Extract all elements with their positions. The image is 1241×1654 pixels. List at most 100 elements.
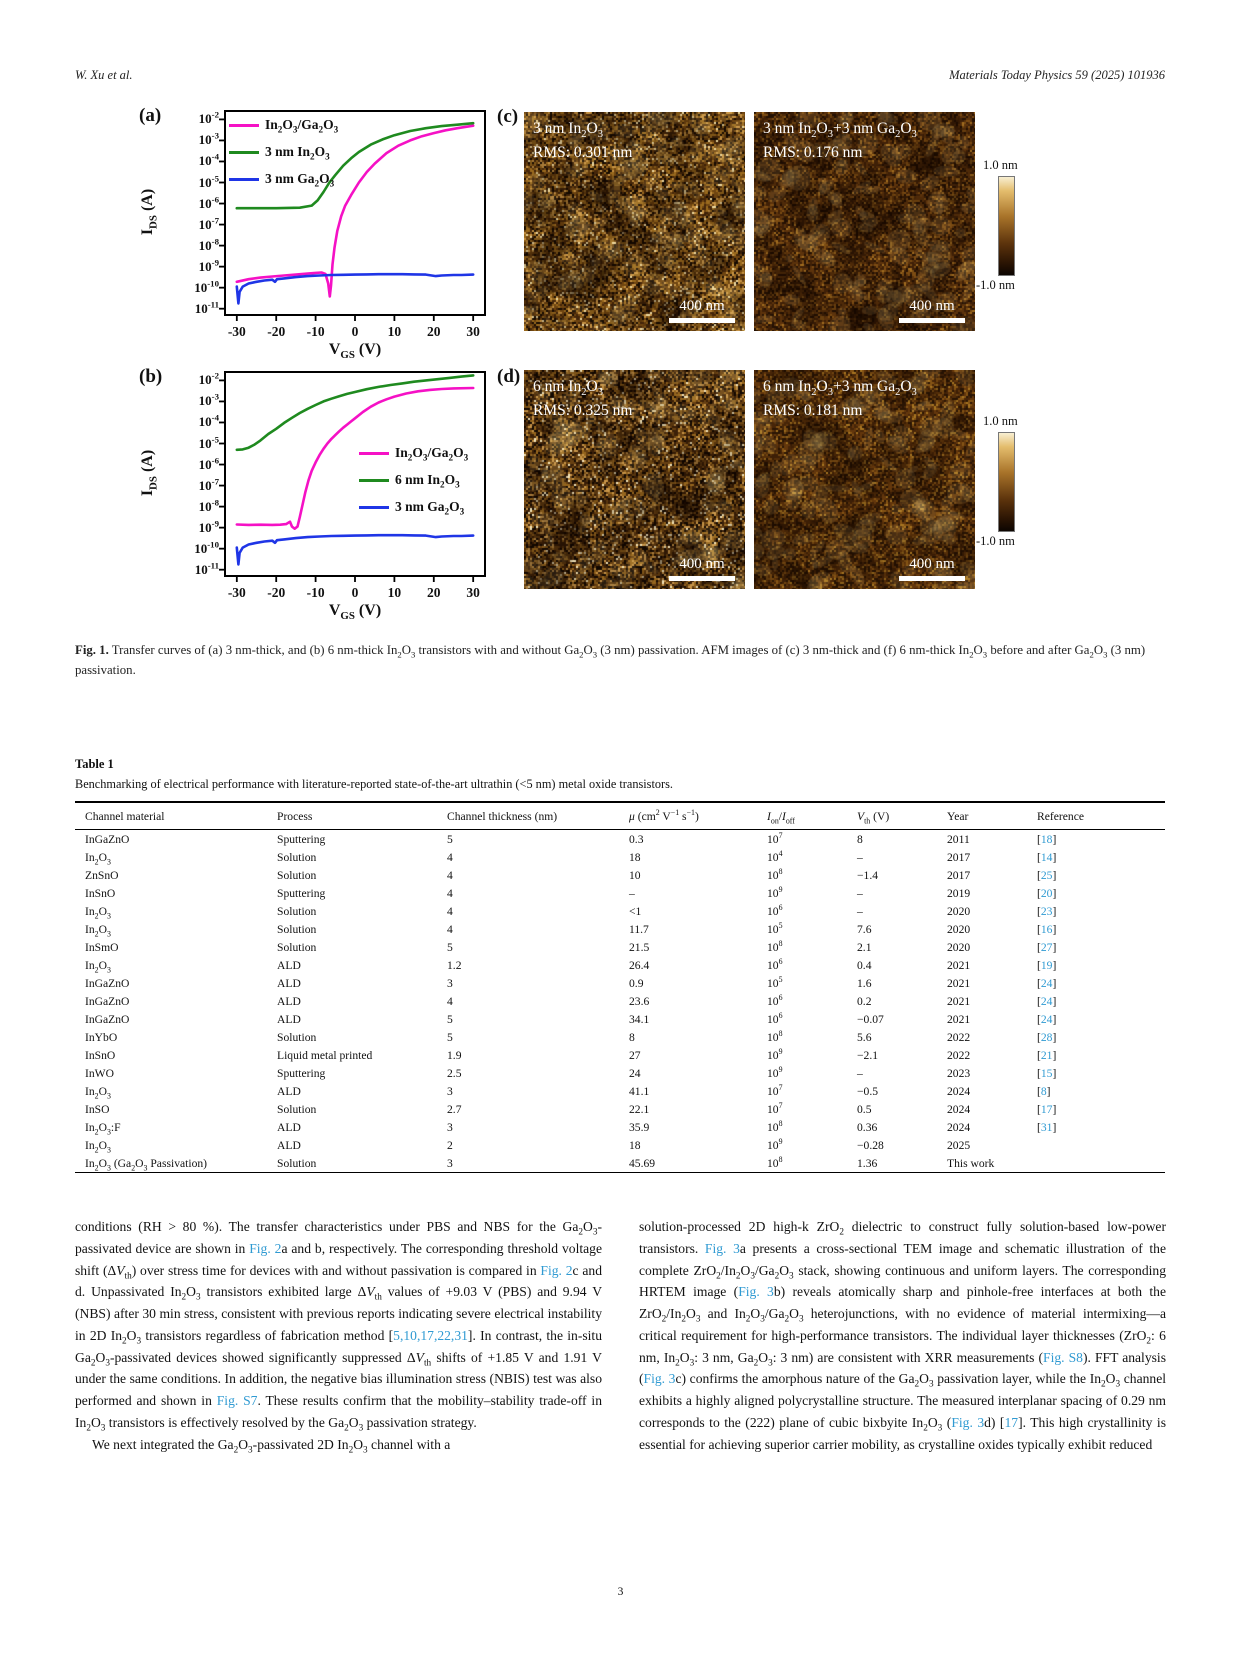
reference-link[interactable]: 18 [1040, 832, 1053, 846]
table-cell: 1.9 [447, 1048, 462, 1062]
table-cell: 2.7 [447, 1102, 462, 1116]
y-tick-label: 10-10 [194, 539, 219, 556]
table-cell: [24] [1037, 1012, 1057, 1026]
reference-link[interactable]: 8 [1040, 1084, 1047, 1098]
table-row: InWO Sputtering 2.5 24 109 – 2023 [15] [75, 1064, 1165, 1082]
table-cell: Solution [277, 868, 317, 882]
table-cell: [23] [1037, 904, 1057, 918]
reference-link[interactable]: 14 [1040, 850, 1053, 864]
table-cell: InWO [85, 1066, 114, 1080]
afm-scalebar: 400 nm [669, 556, 735, 581]
citation-link[interactable]: Fig. 3 [951, 1414, 985, 1430]
afm-image-caption: 6 nm In2O3+3 nm Ga2O3 RMS: 0.181 nm [763, 378, 917, 420]
body-text: . These results confirm that the mobilit… [75, 1393, 602, 1433]
table-cell: 2 [447, 1138, 453, 1152]
afm-colorbar-max: 1.0 nm [983, 414, 1018, 428]
table1-caption: Benchmarking of electrical performance w… [75, 777, 673, 791]
y-tick-label: 10-10 [194, 278, 219, 295]
y-tick-label: 10-9 [198, 518, 219, 535]
figure1-caption: Fig. 1. Transfer curves of (a) 3 nm-thic… [75, 641, 1167, 681]
citation-link[interactable]: Fig. 3 [643, 1371, 676, 1387]
table-cell: 2024 [947, 1102, 971, 1116]
afm-image: 6 nm In2O3 RMS: 0.325 nm 400 nm [524, 370, 745, 589]
afm-scalebar: 400 nm [899, 556, 965, 581]
citation-link[interactable]: 17 [1004, 1414, 1019, 1430]
reference-link[interactable]: 21 [1040, 1048, 1053, 1062]
table-cell: 2020 [947, 940, 971, 954]
table-cell: – [857, 904, 863, 918]
table-cell: In2O3:F [85, 1120, 121, 1136]
afm-scalebar-label: 400 nm [909, 556, 955, 572]
table-cell: 26.4 [629, 958, 650, 972]
table-cell: 108 [767, 1154, 783, 1170]
reference-link[interactable]: 17 [1040, 1102, 1053, 1116]
reference-link[interactable]: 24 [1040, 994, 1053, 1008]
table-row: In2O3 (Ga2O3 Passivation) Solution 3 45.69 1… [75, 1154, 1165, 1173]
table-cell: In2O3 [85, 1138, 111, 1154]
table1-title: Table 1 [75, 757, 114, 771]
citation-link[interactable]: Fig. S7 [216, 1393, 258, 1408]
table-cell: 1.6 [857, 976, 872, 990]
table-row: In2O3:F ALD 3 35.9 108 0.36 2024 [31] [75, 1118, 1165, 1136]
legend-entry: 3 nm In2O3 [229, 143, 330, 162]
body-text: solution-processed 2D high-k ZrO2 dielec… [639, 1219, 1166, 1256]
reference-link[interactable]: 24 [1040, 1012, 1053, 1026]
table-cell: 2017 [947, 850, 971, 864]
x-tick-label: 30 [466, 585, 480, 600]
afm-scalebar-line [899, 576, 965, 581]
table-cell: 109 [767, 1064, 783, 1080]
body-column-right: solution-processed 2D high-k ZrO2 dielec… [639, 1216, 1166, 1455]
reference-link[interactable]: 31 [1040, 1120, 1053, 1134]
table-cell: 2020 [947, 904, 971, 918]
table-cell: 109 [767, 884, 783, 900]
reference-link[interactable]: 15 [1040, 1066, 1053, 1080]
reference-link[interactable]: 25 [1040, 868, 1053, 882]
table-cell: InGaZnO [85, 976, 130, 990]
table-cell: 0.5 [857, 1102, 872, 1116]
table-cell: 2024 [947, 1084, 971, 1098]
table-cell: In2O3 [85, 850, 111, 866]
table-cell: 3 [447, 1084, 453, 1098]
table-cell: Solution [277, 904, 317, 918]
table-cell: −1.4 [857, 868, 879, 882]
reference-link[interactable]: 28 [1040, 1030, 1053, 1044]
citation-link[interactable]: Fig. 3 [704, 1240, 740, 1256]
reference-link[interactable]: 19 [1040, 958, 1053, 972]
citation-link[interactable]: Fig. 3 [738, 1284, 774, 1300]
reference-link[interactable]: 20 [1040, 886, 1053, 900]
table-cell: – [857, 886, 863, 900]
reference-link[interactable]: 23 [1040, 904, 1053, 918]
page-number: 3 [617, 1586, 624, 1598]
table-cell: 2025 [947, 1138, 971, 1152]
table-cell: ALD [277, 1138, 301, 1152]
table-cell [1035, 1154, 1165, 1173]
reference-link[interactable]: 27 [1040, 940, 1053, 954]
citation-link[interactable]: Fig. 2 [540, 1262, 573, 1278]
table-cell: 109 [767, 1136, 783, 1152]
table-cell: [27] [1037, 940, 1057, 954]
y-tick-label: 10-6 [198, 194, 219, 211]
body-paragraph: conditions (RH > 80 %). The transfer cha… [75, 1216, 602, 1434]
table-cell: 1.2 [447, 958, 462, 972]
citation-link[interactable]: Fig. S8 [1043, 1349, 1083, 1365]
legend-label: 6 nm In2O3 [395, 472, 460, 491]
table-cell: −0.07 [857, 1012, 884, 1026]
series-3-nm-in2o3 [235, 121, 475, 210]
y-tick-label: 10-11 [194, 560, 219, 577]
y-tick-label: 10-4 [198, 413, 219, 430]
x-tick-label: 20 [427, 585, 441, 600]
reference-link[interactable]: 16 [1040, 922, 1053, 936]
body-text: c) confirms the amorphous nature of the … [639, 1371, 1167, 1433]
x-tick-label: -20 [267, 585, 286, 600]
reference-link[interactable]: 24 [1040, 976, 1053, 990]
table-row: InSO Solution 2.7 22.1 107 0.5 2024 [17] [75, 1100, 1165, 1118]
table-cell: 24 [629, 1066, 641, 1080]
legend-label: 3 nm Ga2O3 [395, 499, 465, 518]
citation-link[interactable]: 5,10,17,22,31 [393, 1327, 468, 1343]
table-cell: In2O3 (Ga2O3 Passivation) [85, 1156, 208, 1172]
table-cell: 107 [767, 1082, 783, 1098]
table-cell: [18] [1037, 832, 1057, 846]
citation-link[interactable]: Fig. 2 [249, 1240, 282, 1256]
afm-image-caption: 6 nm In2O3 RMS: 0.325 nm [533, 378, 633, 420]
table-cell: Sputtering [277, 1066, 326, 1080]
